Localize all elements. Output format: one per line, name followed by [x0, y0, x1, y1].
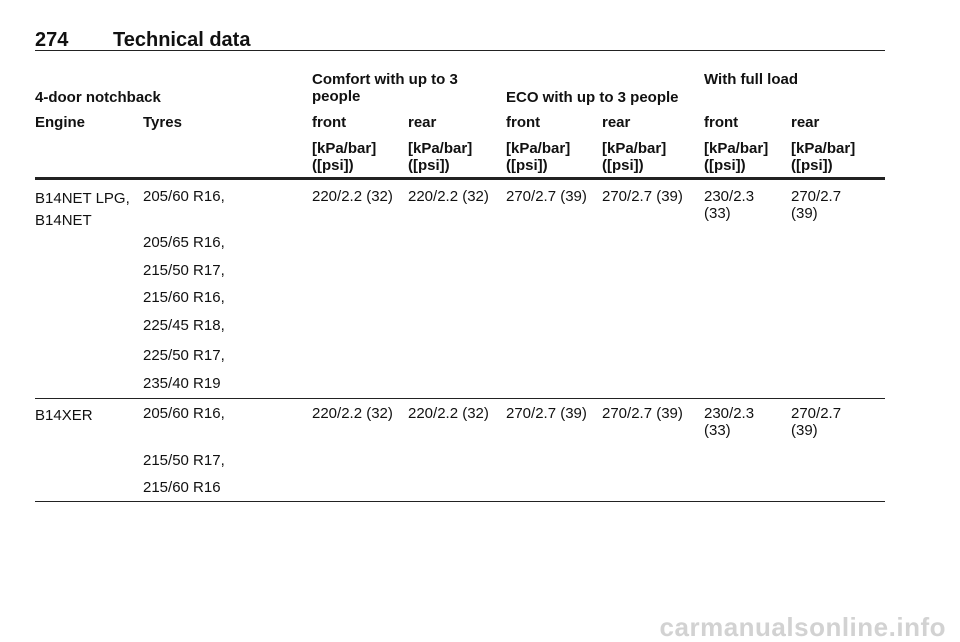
tyre-size: 205/60 R16, — [143, 188, 225, 205]
pressure: 270/2.7 (39) — [602, 188, 683, 205]
column-header: Engine — [35, 114, 86, 131]
column-header: front — [506, 114, 541, 131]
unit-label: [kPa/bar] ([psi]) — [704, 140, 769, 174]
tyre-size: 235/40 R19 — [143, 375, 221, 392]
header-rule — [35, 50, 885, 51]
pressure: 230/2.3 (33) — [704, 188, 755, 222]
engine: B14XER — [35, 407, 93, 424]
tyre-size: 215/50 R17, — [143, 452, 225, 469]
tyre-size: 215/60 R16 — [143, 479, 221, 496]
column-header: rear — [408, 114, 437, 131]
column-header: front — [704, 114, 739, 131]
group-header: ECO with up to 3 people — [506, 89, 679, 106]
tyre-size: 215/60 R16, — [143, 289, 225, 306]
pressure: 270/2.7 (39) — [602, 405, 683, 422]
tyre-size: 225/50 R17, — [143, 347, 225, 364]
pressure: 230/2.3 (33) — [704, 405, 755, 439]
pressure: 220/2.2 (32) — [408, 405, 489, 422]
unit-label: [kPa/bar] ([psi]) — [312, 140, 377, 174]
column-header: rear — [602, 114, 631, 131]
unit-label: [kPa/bar] ([psi]) — [602, 140, 667, 174]
tyre-size: 205/65 R16, — [143, 234, 225, 251]
watermark: carmanualsonline.info — [659, 612, 946, 642]
pressure: 220/2.2 (32) — [408, 188, 489, 205]
tyre-size: 205/60 R16, — [143, 405, 225, 422]
pressure: 220/2.2 (32) — [312, 405, 393, 422]
engine: B14NET LPG, B14NET — [35, 190, 130, 229]
page-number: 274 — [35, 29, 69, 51]
unit-label: [kPa/bar] ([psi]) — [506, 140, 571, 174]
pressure: 270/2.7 (39) — [506, 405, 587, 422]
row-rule — [35, 398, 885, 399]
unit-label: [kPa/bar] ([psi]) — [408, 140, 473, 174]
group-header: With full load — [704, 71, 799, 88]
column-header: Tyres — [143, 114, 182, 131]
header-rule — [35, 177, 885, 180]
pressure: 270/2.7 (39) — [506, 188, 587, 205]
page-title: Technical data — [113, 29, 251, 51]
row-rule — [35, 501, 885, 502]
column-header: front — [312, 114, 347, 131]
pressure: 270/2.7 (39) — [791, 188, 842, 222]
unit-label: [kPa/bar] ([psi]) — [791, 140, 856, 174]
pressure: 220/2.2 (32) — [312, 188, 393, 205]
table-caption: 4-door notchback — [35, 89, 161, 106]
tyre-size: 225/45 R18, — [143, 317, 225, 334]
column-header: rear — [791, 114, 820, 131]
group-header: Comfort with up to 3 people — [312, 71, 458, 105]
pressure: 270/2.7 (39) — [791, 405, 842, 439]
tyre-size: 215/50 R17, — [143, 262, 225, 279]
